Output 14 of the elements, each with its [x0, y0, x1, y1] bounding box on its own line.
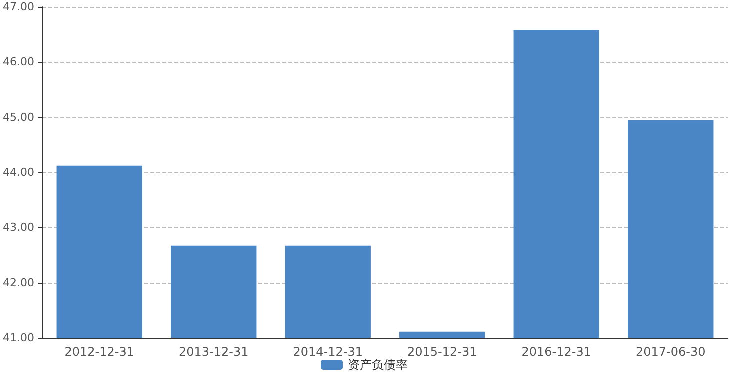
- x-tick-label: 2013-12-31: [178, 345, 249, 359]
- y-tick-label: 43.00: [2, 221, 34, 234]
- x-tick-label: 2015-12-31: [407, 345, 478, 359]
- x-tick-label: 2016-12-31: [522, 345, 592, 359]
- legend-label: 资产负债率: [348, 358, 408, 372]
- x-tick-label: 2017-06-30: [636, 345, 706, 359]
- y-tick-label: 42.00: [2, 276, 34, 290]
- y-tick-label: 44.00: [2, 166, 34, 179]
- y-tick-label: 41.00: [2, 332, 34, 344]
- x-tick-label: 2012-12-31: [64, 345, 134, 359]
- y-tick-label: 45.00: [2, 110, 34, 124]
- x-tick-label: 2014-12-31: [293, 345, 363, 359]
- y-tick-label: 47.00: [2, 0, 34, 14]
- y-tick-label: 46.00: [2, 56, 34, 69]
